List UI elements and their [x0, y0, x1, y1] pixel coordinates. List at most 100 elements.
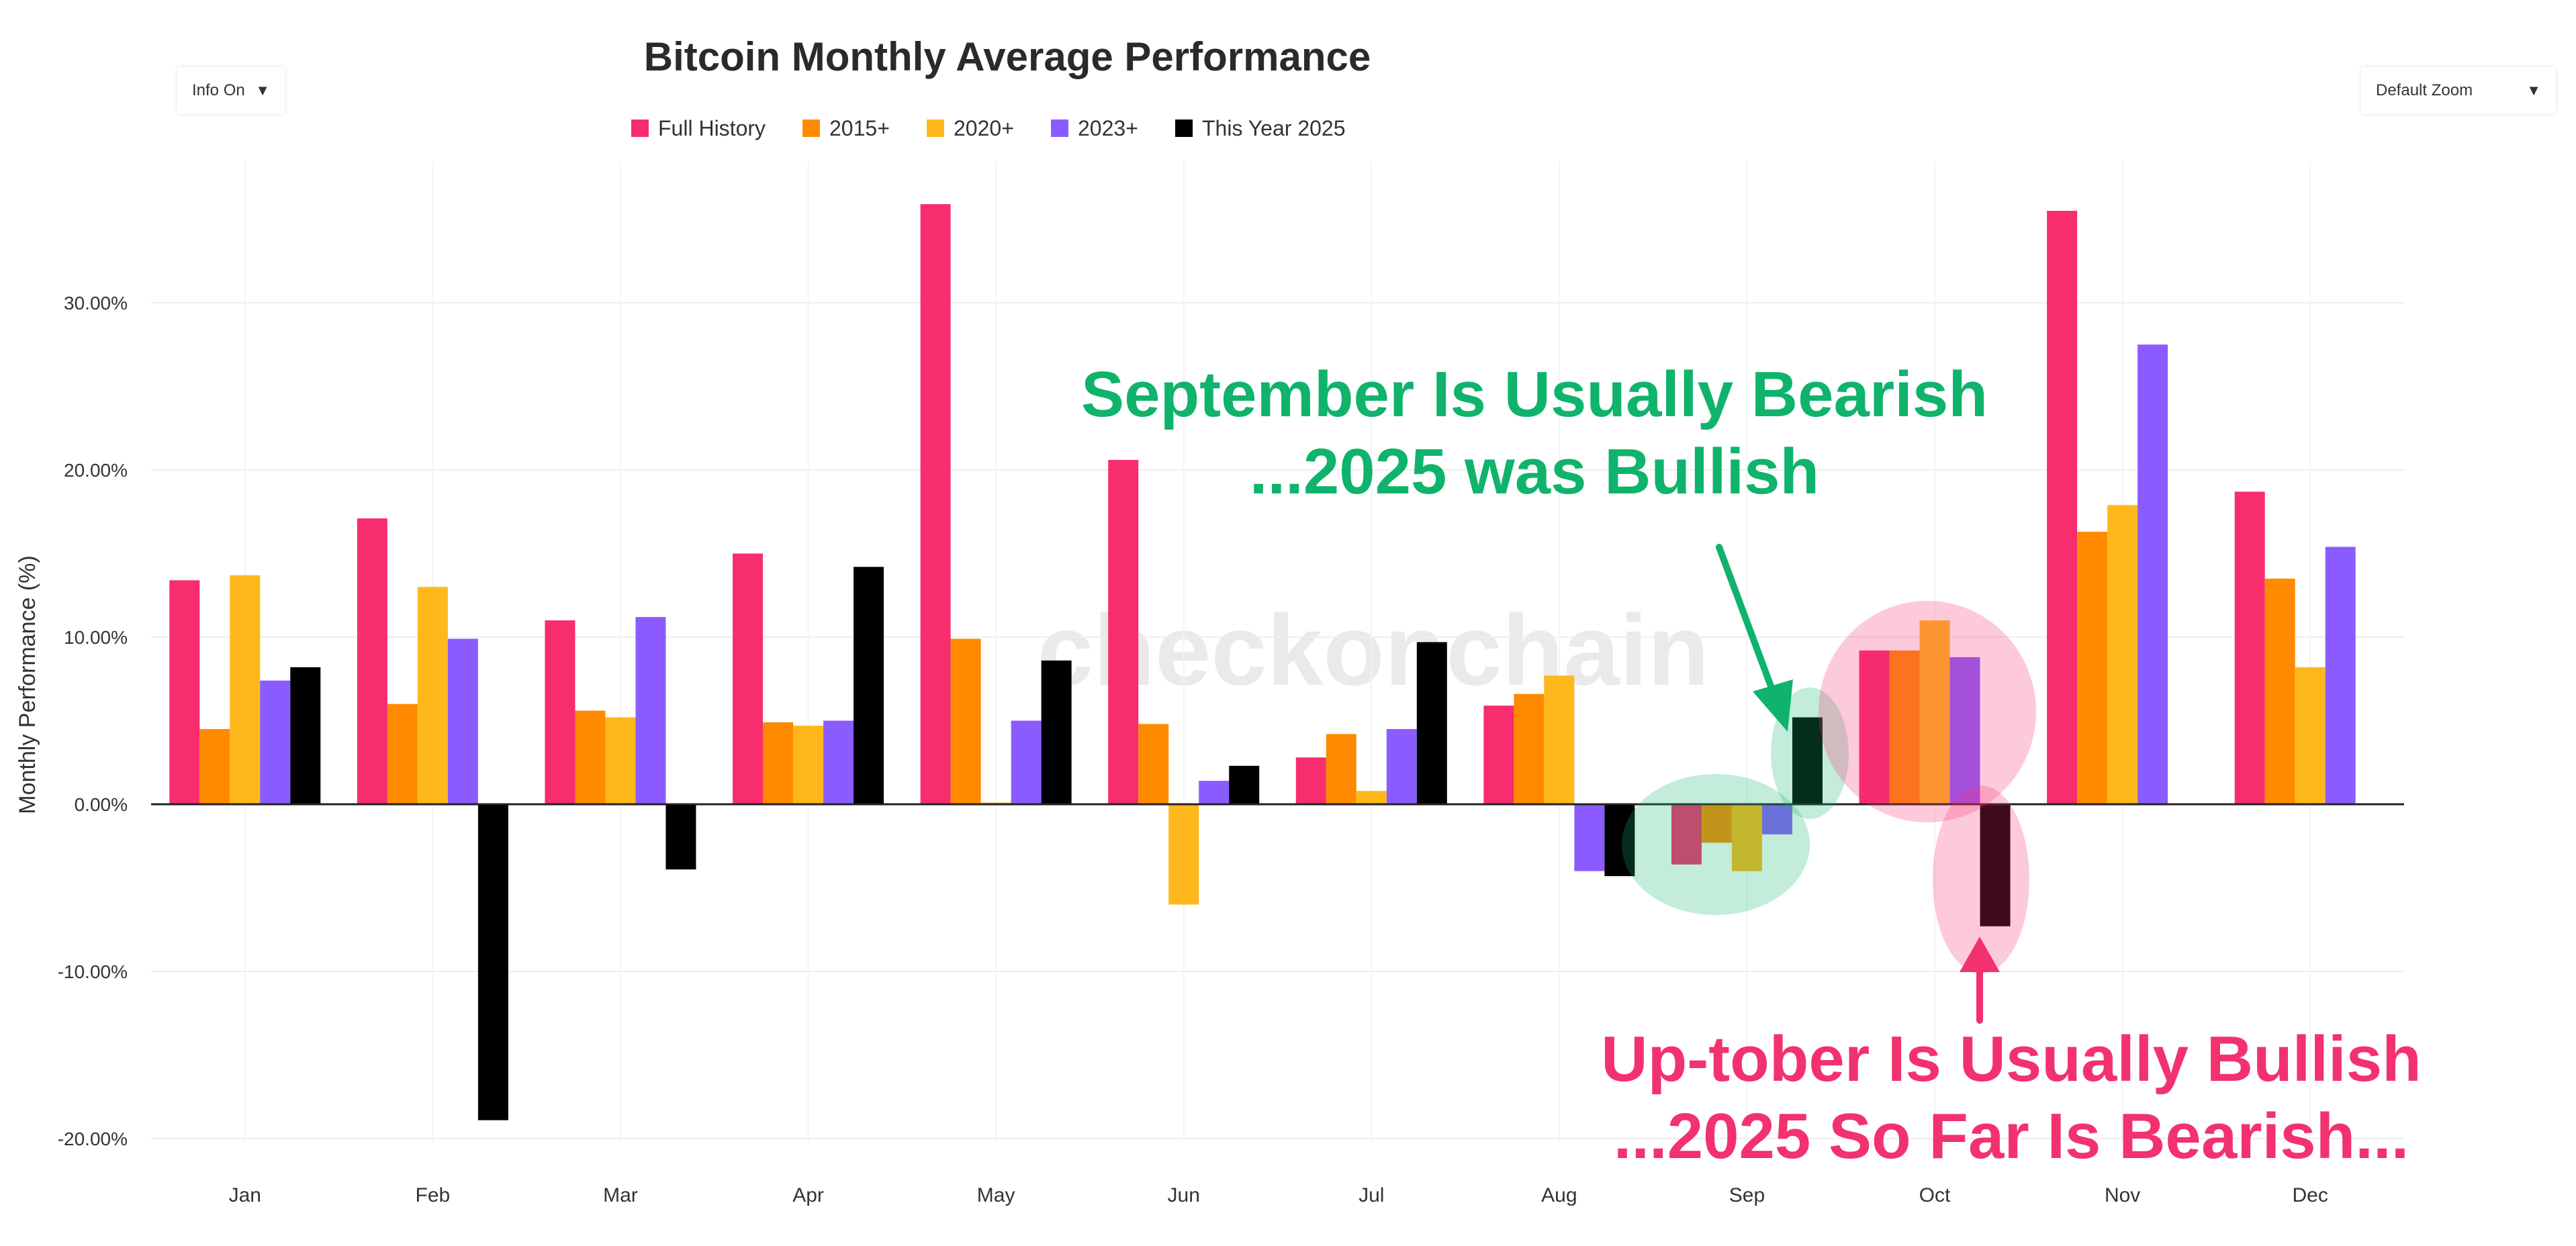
- x-tick-label: Aug: [1541, 1184, 1577, 1206]
- bar-oct-series-2[interactable]: [1889, 650, 1920, 804]
- legend-swatch: [802, 119, 820, 137]
- legend-label[interactable]: 2015+: [829, 116, 890, 140]
- bar-jul-series-3[interactable]: [1356, 791, 1387, 804]
- x-tick-label: Feb: [416, 1184, 451, 1206]
- chevron-down-icon: ▼: [2526, 82, 2541, 99]
- x-tick-label: Jan: [229, 1184, 261, 1206]
- bar-mar-series-3[interactable]: [605, 717, 636, 804]
- chart-title: Bitcoin Monthly Average Performance: [644, 34, 1371, 79]
- bar-apr-series-3[interactable]: [793, 725, 824, 804]
- bar-aug-series-4[interactable]: [1574, 804, 1605, 871]
- bar-feb-series-5[interactable]: [477, 804, 508, 1120]
- bar-mar-series-1[interactable]: [545, 620, 576, 804]
- y-tick-label: 10.00%: [64, 627, 128, 648]
- legend-swatch: [1051, 119, 1068, 137]
- bar-oct-series-4[interactable]: [1949, 657, 1980, 804]
- x-tick-label: Jun: [1168, 1184, 1200, 1206]
- bar-mar-series-5[interactable]: [665, 804, 696, 870]
- bar-may-series-1[interactable]: [920, 204, 951, 805]
- info-toggle-label: Info On: [192, 81, 245, 99]
- bar-apr-series-1[interactable]: [733, 553, 764, 805]
- october-highlight-ellipse: [1819, 601, 2036, 822]
- october-annotation: Up-tober Is Usually Bullish ...2025 So F…: [1601, 601, 2422, 1172]
- watermark: checkonchain: [1038, 593, 1709, 706]
- legend-swatch: [927, 119, 944, 137]
- bar-dec-series-4[interactable]: [2325, 546, 2356, 804]
- bar-mar-series-2[interactable]: [575, 710, 606, 804]
- september-highlight-ellipse: [1622, 774, 1810, 915]
- legend-label[interactable]: 2020+: [954, 116, 1014, 140]
- bar-apr-series-2[interactable]: [763, 722, 794, 804]
- bar-feb-series-1[interactable]: [357, 518, 387, 804]
- bar-feb-series-3[interactable]: [417, 587, 448, 804]
- bar-aug-series-2[interactable]: [1514, 693, 1545, 804]
- bar-oct-series-5[interactable]: [1980, 804, 2011, 926]
- bar-sep-series-5[interactable]: [1792, 717, 1823, 804]
- bar-jul-series-2[interactable]: [1326, 734, 1356, 804]
- bar-sep-series-1[interactable]: [1671, 804, 1702, 865]
- bar-jul-series-5[interactable]: [1416, 642, 1447, 804]
- september-arrow: [1716, 544, 1776, 695]
- september-annotation-line2: ...2025 was Bullish: [1250, 436, 1819, 508]
- y-tick-label: -10.00%: [58, 961, 128, 982]
- bar-jun-series-3[interactable]: [1168, 804, 1199, 905]
- bar-aug-series-3[interactable]: [1544, 675, 1575, 804]
- bar-apr-series-4[interactable]: [823, 720, 854, 805]
- october-annotation-line1: Up-tober Is Usually Bullish: [1601, 1023, 2422, 1095]
- bar-jul-series-1[interactable]: [1295, 757, 1326, 804]
- chevron-down-icon: ▼: [255, 82, 270, 99]
- bar-sep-series-4[interactable]: [1761, 804, 1792, 834]
- bar-jun-series-2[interactable]: [1138, 724, 1169, 804]
- bar-nov-series-1[interactable]: [2047, 211, 2078, 804]
- september-annotation-line1: September Is Usually Bearish: [1081, 358, 1988, 430]
- y-axis-label: Monthly Performance (%): [15, 555, 40, 814]
- x-tick-label: May: [977, 1184, 1015, 1206]
- bar-oct-series-3[interactable]: [1919, 620, 1950, 804]
- bar-dec-series-2[interactable]: [2264, 578, 2295, 804]
- x-tick-label: Apr: [792, 1184, 824, 1206]
- bar-jun-series-4[interactable]: [1199, 781, 1230, 804]
- legend-label[interactable]: This Year 2025: [1202, 116, 1346, 140]
- bar-jan-series-4[interactable]: [260, 680, 291, 804]
- bar-feb-series-4[interactable]: [447, 638, 478, 804]
- x-tick-label: Nov: [2105, 1184, 2140, 1206]
- x-tick-label: Dec: [2293, 1184, 2328, 1206]
- bar-jun-series-5[interactable]: [1229, 765, 1260, 804]
- bar-sep-series-2[interactable]: [1701, 804, 1732, 843]
- september-2025-highlight-ellipse: [1771, 687, 1849, 819]
- bar-dec-series-3[interactable]: [2295, 667, 2326, 804]
- october-2025-highlight-ellipse: [1933, 785, 2029, 973]
- y-tick-label: 0.00%: [75, 794, 128, 815]
- bar-aug-series-1[interactable]: [1483, 706, 1514, 804]
- bar-apr-series-5[interactable]: [854, 567, 884, 804]
- bar-may-series-4[interactable]: [1011, 720, 1042, 805]
- x-tick-label: Sep: [1729, 1184, 1765, 1206]
- bar-jan-series-2[interactable]: [199, 728, 230, 804]
- september-annotation: September Is Usually Bearish ...2025 was…: [1081, 358, 1988, 915]
- bar-jan-series-3[interactable]: [230, 575, 261, 804]
- bar-sep-series-3[interactable]: [1731, 804, 1762, 871]
- bar-jun-series-1[interactable]: [1108, 460, 1139, 804]
- bar-nov-series-2[interactable]: [2077, 532, 2108, 804]
- x-tick-label: Jul: [1359, 1184, 1384, 1206]
- info-toggle-dropdown[interactable]: Info On ▼: [177, 67, 285, 114]
- legend-label[interactable]: Full History: [658, 116, 766, 140]
- y-tick-label: -20.00%: [58, 1129, 128, 1149]
- bar-feb-series-2[interactable]: [387, 704, 418, 804]
- bar-aug-series-5[interactable]: [1604, 804, 1635, 877]
- bar-nov-series-4[interactable]: [2137, 344, 2168, 804]
- bar-jan-series-1[interactable]: [169, 580, 200, 804]
- bar-jul-series-4[interactable]: [1386, 728, 1417, 804]
- bar-dec-series-1[interactable]: [2234, 491, 2265, 804]
- bar-may-series-2[interactable]: [950, 638, 981, 804]
- bar-nov-series-3[interactable]: [2107, 505, 2138, 804]
- zoom-select-dropdown[interactable]: Default Zoom ▼: [2361, 67, 2556, 114]
- september-arrowhead: [1753, 679, 1793, 732]
- bar-may-series-5[interactable]: [1041, 660, 1072, 804]
- bar-jan-series-5[interactable]: [290, 667, 321, 804]
- bar-marks: [169, 204, 2356, 1120]
- bar-mar-series-4[interactable]: [635, 617, 666, 804]
- legend-label[interactable]: 2023+: [1078, 116, 1138, 140]
- bar-oct-series-1[interactable]: [1859, 650, 1890, 804]
